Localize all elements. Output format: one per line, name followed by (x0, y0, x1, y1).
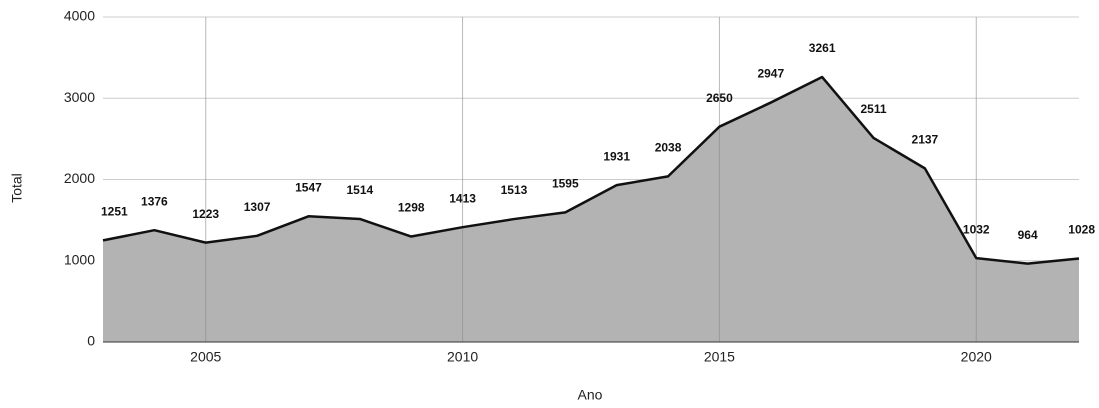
y-tick-label: 3000 (64, 89, 95, 105)
y-tick-label: 2000 (64, 170, 95, 186)
y-tick-label: 0 (87, 333, 95, 349)
area (103, 77, 1079, 342)
data-label: 1931 (603, 149, 630, 163)
data-label: 1223 (192, 207, 219, 221)
x-tick-label: 2010 (447, 349, 478, 365)
data-label: 1251 (101, 205, 128, 219)
data-label: 1307 (244, 200, 271, 214)
data-label: 1547 (295, 180, 322, 194)
x-axis-label: Ano (578, 387, 603, 403)
data-label: 1032 (963, 222, 990, 236)
data-label: 1028 (1068, 223, 1095, 237)
y-tick-label: 4000 (64, 8, 95, 24)
data-label: 2947 (757, 67, 784, 81)
x-tick-label: 2005 (190, 349, 221, 365)
line (102, 75, 1080, 265)
data-label: 1298 (398, 201, 425, 215)
data-label: 2650 (706, 91, 733, 105)
data-label: 3261 (809, 41, 836, 55)
x-tick-label: 2020 (961, 349, 992, 365)
data-label: 1376 (141, 194, 168, 208)
data-label: 1413 (449, 191, 476, 205)
data-label: 2137 (912, 133, 939, 147)
data-label: 1513 (501, 183, 528, 197)
data-label: 2038 (655, 141, 682, 155)
data-label: 2511 (861, 102, 887, 116)
data-label: 1514 (346, 183, 373, 197)
x-tick-label: 2015 (704, 349, 735, 365)
data-label: 964 (1018, 228, 1038, 242)
y-tick-label: 1000 (64, 251, 95, 267)
data-label: 1595 (552, 177, 579, 191)
y-axis-label: Total (9, 173, 25, 203)
